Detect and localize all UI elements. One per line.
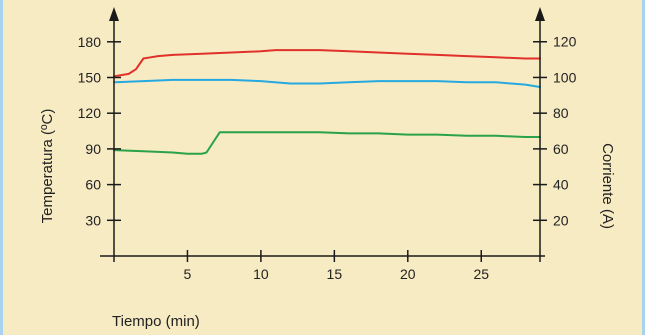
right-y-tick-label: 120 <box>553 34 577 50</box>
axes <box>100 7 545 262</box>
right-y-axis-title: Corriente (A) <box>599 143 616 229</box>
x-axis-title: Tiempo (min) <box>112 313 200 330</box>
left-y-tick-label: 60 <box>85 177 101 193</box>
series-line-1 <box>113 49 541 78</box>
right-y-tick-label: 20 <box>553 212 569 228</box>
left-y-tick-label: 30 <box>85 212 101 228</box>
x-tick-label: 5 <box>184 266 192 282</box>
x-tick-label: 15 <box>327 266 343 282</box>
left-y-axis-title: Temperatura (ºC) <box>39 109 56 224</box>
series-line-2 <box>113 78 541 88</box>
right-y-tick-label: 100 <box>553 69 577 85</box>
left-y-tick-label: 180 <box>78 34 102 50</box>
x-tick-label: 25 <box>473 266 489 282</box>
right-y-tick-label: 60 <box>553 141 569 157</box>
x-tick-label: 20 <box>400 266 416 282</box>
right-axis-arrow-icon <box>535 7 545 21</box>
right-y-tick-label: 40 <box>553 177 569 193</box>
right-edge-strip <box>642 0 645 335</box>
left-edge-strip <box>0 0 3 335</box>
series-layer <box>113 49 541 155</box>
left-axis-arrow-icon <box>109 7 119 21</box>
ticks: 5 10 15 20 25 30 60 90 120 150 180 20 40 60 80 100 120 <box>78 34 577 282</box>
x-tick-label: 10 <box>253 266 269 282</box>
right-y-tick-label: 80 <box>553 105 569 121</box>
left-y-tick-label: 120 <box>78 105 102 121</box>
series-line-3 <box>113 131 541 155</box>
left-y-tick-label: 150 <box>78 70 102 86</box>
left-y-tick-label: 90 <box>85 141 101 157</box>
